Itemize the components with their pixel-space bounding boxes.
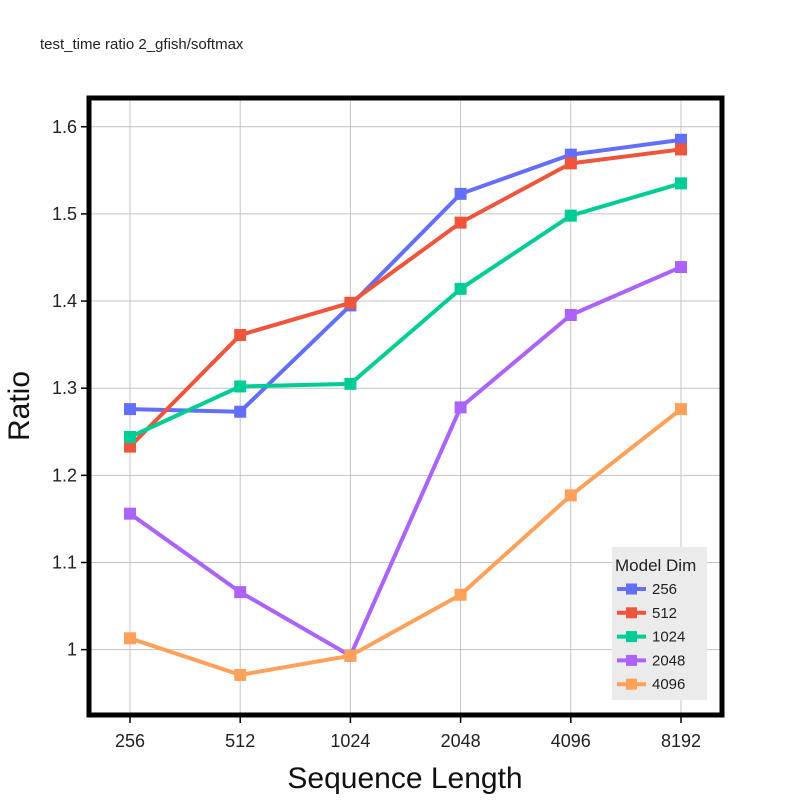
data-point [124, 403, 136, 416]
y-tick-label: 1 [67, 640, 77, 660]
data-point [675, 143, 687, 156]
x-tick-label: 4096 [551, 731, 591, 751]
data-point [454, 187, 467, 200]
legend-item-4096: 4096 [617, 676, 685, 693]
data-point [234, 668, 247, 681]
plot-frame [86, 95, 725, 718]
y-tick-label: 1.5 [52, 204, 77, 224]
x-tick-labels: 256 512 1024 2048 4096 8192 [115, 731, 701, 751]
data-point [234, 329, 247, 342]
series-4096 [124, 403, 687, 681]
data-point [454, 588, 467, 601]
data-point [344, 377, 357, 390]
legend-label: 4096 [652, 676, 685, 693]
series-256 [124, 133, 687, 418]
x-tick-label: 8192 [661, 731, 701, 751]
legend-marker [626, 654, 637, 666]
data-point [675, 403, 687, 416]
series-line [129, 137, 682, 414]
series-line [128, 265, 682, 658]
legend-item-256: 256 [617, 581, 677, 598]
data-point [124, 440, 136, 453]
series-1024 [124, 177, 687, 444]
legend-item-2048: 2048 [617, 652, 685, 669]
data-point [454, 216, 467, 229]
chart-title: test_time ratio 2_gfish/softmax [40, 36, 244, 53]
data-point [454, 282, 467, 295]
data-point [234, 586, 247, 599]
data-point [564, 489, 577, 502]
data-point [675, 177, 687, 190]
data-point [454, 401, 467, 414]
data-point [124, 431, 136, 444]
legend-marker [626, 678, 637, 690]
x-tick-label: 2048 [441, 731, 481, 751]
data-point [234, 405, 247, 418]
series-lines [124, 133, 687, 681]
y-tick-label: 1.6 [52, 117, 77, 137]
y-tick-label: 1.4 [52, 291, 77, 311]
series-line [129, 407, 683, 677]
legend-label: 1024 [652, 629, 685, 646]
x-tick-label: 1024 [330, 731, 370, 751]
series-line [129, 181, 682, 439]
x-tick-label: 256 [115, 731, 145, 751]
data-point [564, 157, 577, 170]
series-2048 [124, 261, 687, 662]
legend-marker [626, 583, 637, 595]
y-tick-label: 1.2 [52, 465, 77, 485]
data-point [344, 296, 357, 309]
x-axis-title: Sequence Length [287, 762, 522, 795]
legend-marker [626, 607, 637, 619]
legend-title: Model Dim [615, 556, 696, 575]
legend-label: 512 [652, 605, 677, 622]
y-tick-label: 1.3 [52, 378, 77, 398]
data-point [675, 261, 687, 274]
legend-label: 256 [652, 581, 677, 598]
data-point [234, 380, 247, 393]
x-tick-label: 512 [225, 731, 255, 751]
legend-item-512: 512 [617, 605, 677, 622]
legend-box [612, 547, 707, 700]
data-point [124, 507, 136, 520]
y-axis-title: Ratio [3, 371, 36, 441]
data-point [675, 133, 687, 146]
data-point [564, 308, 577, 321]
data-point [344, 649, 357, 662]
legend-item-1024: 1024 [617, 629, 685, 646]
legend-marker [626, 631, 637, 643]
series-line [128, 147, 682, 448]
legend: Model Dim 256 512 1024 2048 4096 [612, 547, 707, 700]
series-512 [124, 143, 687, 453]
y-tick-label: 1.1 [52, 552, 77, 572]
y-tick-labels: 1 1.1 1.2 1.3 1.4 1.5 1.6 [52, 117, 77, 660]
data-point [564, 209, 577, 222]
legend-label: 2048 [652, 652, 685, 669]
data-point [124, 632, 136, 645]
